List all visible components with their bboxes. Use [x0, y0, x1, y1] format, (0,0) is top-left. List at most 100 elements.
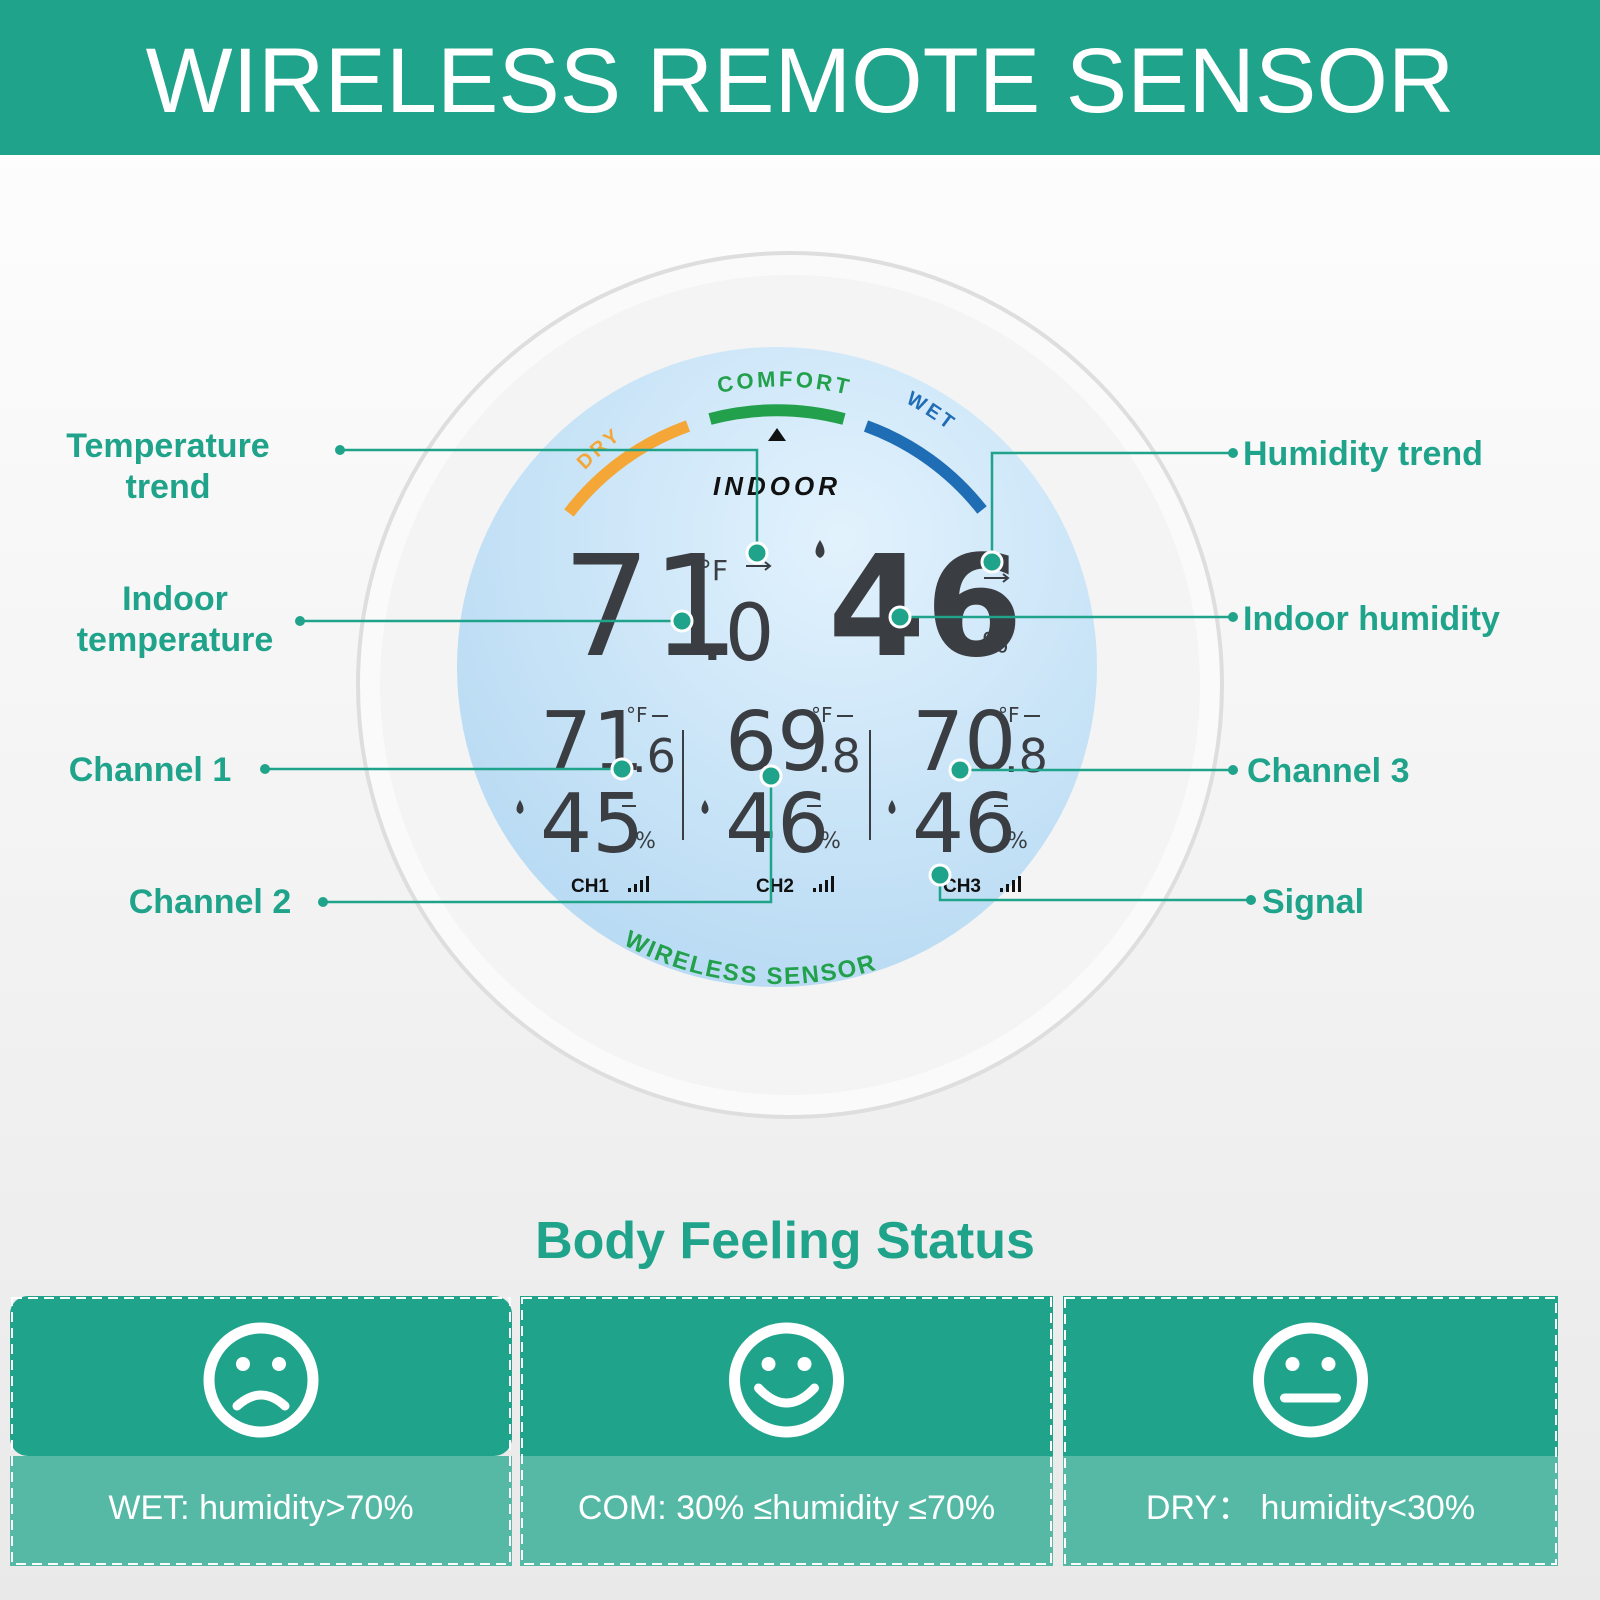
- face-eye: [761, 1357, 776, 1371]
- callout-dot: [1228, 765, 1238, 775]
- status-title: Body Feeling Status: [535, 1212, 1035, 1270]
- face-eye: [797, 1357, 812, 1371]
- callout-dot: [295, 616, 305, 626]
- callout-label: temperature: [77, 621, 274, 659]
- panel-border: [1064, 1297, 1557, 1565]
- signal-bar: [819, 884, 822, 892]
- face-mouth: [232, 1390, 290, 1411]
- callout-pin: [948, 758, 972, 782]
- face-eye: [272, 1357, 286, 1371]
- indoor-humidity-unit: %: [982, 626, 1009, 659]
- callout-label: Indoor humidity: [1243, 600, 1500, 638]
- signal-bar: [1012, 880, 1015, 892]
- indoor-temp-unit: °F: [698, 554, 728, 587]
- channel-temp-decimal: .8: [1004, 729, 1048, 783]
- channel-temp-unit: °F: [998, 703, 1020, 727]
- signal-bar: [1000, 888, 1003, 892]
- callout-label: Humidity trend: [1243, 435, 1483, 473]
- lcd-screen: [457, 347, 1097, 987]
- callout-label: Signal: [1262, 883, 1364, 921]
- panel-border: [521, 1297, 1052, 1565]
- callout-pin: [670, 609, 694, 633]
- callout-pin: [610, 757, 634, 781]
- indoor-temp-decimal: .0: [700, 589, 774, 679]
- callout-label: trend: [126, 468, 211, 506]
- face-eye: [1285, 1357, 1300, 1371]
- signal-bar: [813, 888, 816, 892]
- callout-dot: [260, 764, 270, 774]
- channel-humidity: 46: [912, 777, 1016, 872]
- panel-border: [11, 1297, 511, 1565]
- channel-temp-decimal: .6: [632, 729, 676, 783]
- drop-icon: [888, 800, 896, 814]
- status-text: COM: 30% ≤humidity ≤70%: [578, 1489, 995, 1527]
- signal-bar: [1006, 884, 1009, 892]
- indoor-temp: 71: [562, 526, 740, 689]
- channel-label: CH1: [571, 876, 609, 897]
- channel-humidity-unit: %: [1007, 829, 1028, 854]
- channel-label: CH3: [943, 876, 981, 897]
- callout-line: [990, 451, 1233, 562]
- channel-temp-unit: °F: [626, 703, 648, 727]
- comfort-pointer: [768, 428, 786, 441]
- signal-bar: [628, 888, 631, 892]
- channel-humidity: 46: [725, 777, 829, 872]
- callout-line: [323, 776, 773, 904]
- face-eye: [236, 1357, 250, 1371]
- channel-humidity: 45: [540, 777, 644, 872]
- panel-bottom: [10, 1456, 512, 1566]
- humidity-trend-arrow: [984, 573, 1010, 583]
- callout-label: Indoor: [122, 580, 228, 618]
- callout-label: Channel 3: [1247, 752, 1409, 790]
- callout-pin: [759, 764, 783, 788]
- drop-icon: [516, 800, 524, 814]
- header-title: WIRELESS REMOTE SENSOR: [146, 30, 1455, 132]
- callout-line: [340, 448, 759, 553]
- face: [203, 1322, 319, 1438]
- callout-label: Channel 1: [69, 751, 231, 789]
- status-panels: WET: humidity>70% COM: 30% ≤humidity ≤70%…: [10, 1296, 1558, 1566]
- dry-arc: [564, 420, 691, 517]
- face-mouth: [754, 1383, 819, 1408]
- panel-bottom: [520, 1456, 1053, 1566]
- wet-arc: [863, 420, 987, 514]
- callout-pin: [888, 605, 912, 629]
- callout-dot: [1246, 895, 1256, 905]
- signal-bar: [831, 876, 834, 892]
- callout-pin: [745, 541, 769, 565]
- callout-pin: [980, 550, 1004, 574]
- channel-temp-decimal: .8: [817, 729, 861, 783]
- temp-trend-arrow: [746, 561, 772, 571]
- header-band: [0, 0, 1600, 155]
- callout-dot: [318, 897, 328, 907]
- signal-bar: [1018, 876, 1021, 892]
- status-text: WET: humidity>70%: [108, 1489, 413, 1527]
- panel-top: [10, 1296, 512, 1456]
- face: [1253, 1322, 1368, 1438]
- signal-bar: [640, 880, 643, 892]
- indoor-humidity: 46: [828, 526, 1023, 689]
- callout-dot: [1228, 448, 1238, 458]
- callout-label: Temperature: [66, 427, 269, 465]
- channel-humidity-unit: %: [820, 829, 841, 854]
- signal-bar: [825, 880, 828, 892]
- channel-label: CH2: [756, 876, 794, 897]
- drop-icon: [701, 800, 709, 814]
- callout-dot: [1228, 612, 1238, 622]
- mode-label: INDOOR: [713, 471, 841, 501]
- face-eye: [1321, 1357, 1336, 1371]
- panel-bottom: [1063, 1456, 1558, 1566]
- callout-lines: [260, 445, 1256, 907]
- drop-icon: [815, 540, 825, 558]
- callout-pin: [928, 863, 952, 887]
- channel-humidity-unit: %: [635, 829, 656, 854]
- channel-temp-unit: °F: [811, 703, 833, 727]
- signal-bar: [634, 884, 637, 892]
- status-text: DRY： humidity<30%: [1146, 1489, 1475, 1527]
- face: [729, 1322, 844, 1438]
- callout-label: Channel 2: [129, 883, 291, 921]
